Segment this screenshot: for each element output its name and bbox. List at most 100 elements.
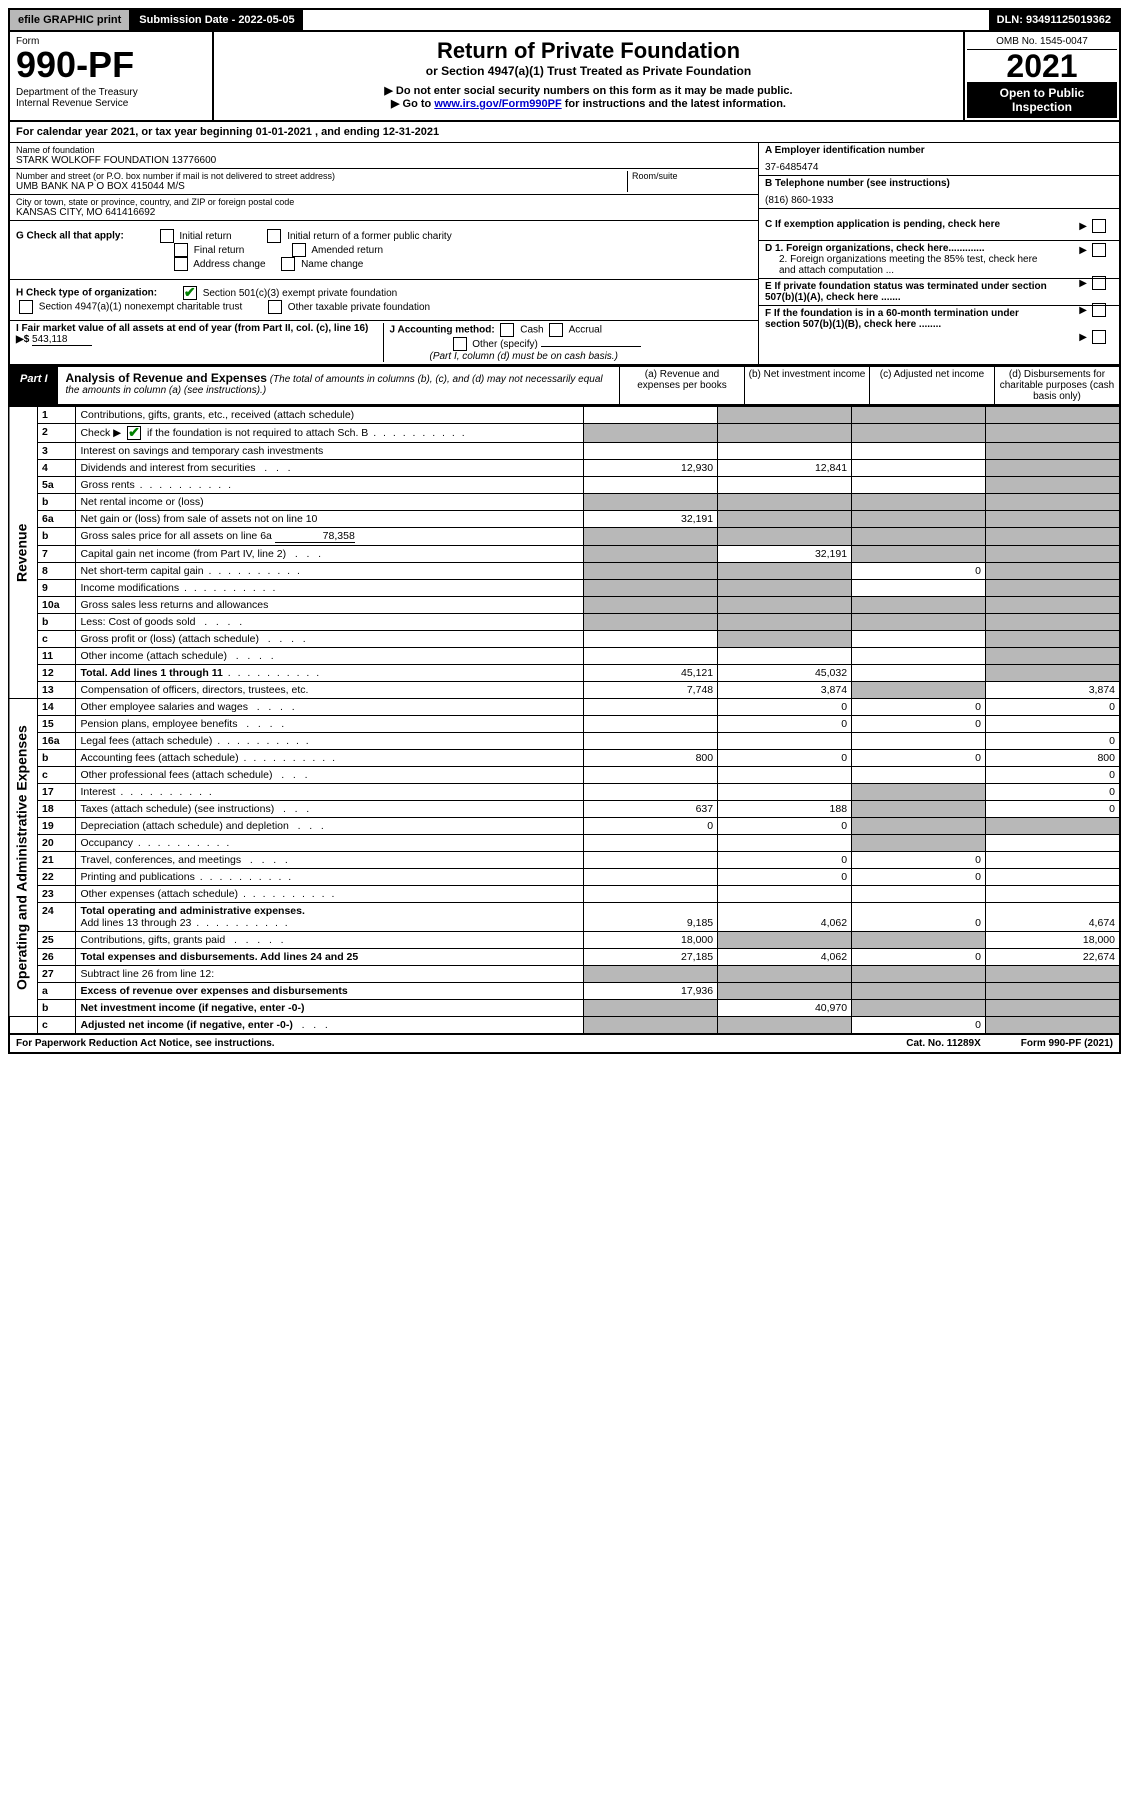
line18-desc: Taxes (attach schedule) (see instruction… [76,801,584,818]
line14-desc: Other employee salaries and wages . . . … [76,699,584,716]
part1-badge: Part I [10,367,58,404]
initial-return-label: Initial return [179,231,231,242]
final-return-checkbox[interactable] [174,243,188,257]
line17-desc: Interest [76,784,584,801]
line18-b: 188 [718,801,852,818]
line9-desc: Income modifications [76,580,584,597]
final-return-label: Final return [194,245,245,256]
address-change-checkbox[interactable] [174,257,188,271]
4947-checkbox[interactable] [19,300,33,314]
line27-desc: Subtract line 26 from line 12: [76,966,584,983]
line4-a: 12,930 [584,460,718,477]
other-taxable-checkbox[interactable] [268,300,282,314]
form-ref: Form 990-PF (2021) [1021,1038,1113,1049]
501c3-checkbox[interactable] [183,286,197,300]
address-change-label: Address change [193,259,265,270]
line4-desc: Dividends and interest from securities .… [76,460,584,477]
form-number: 990-PF [16,47,206,83]
line2-desc: Check ▶ if the foundation is not require… [76,424,584,443]
line16c-d: 0 [986,767,1121,784]
open-public-box: Open to Public Inspection [967,82,1117,118]
efile-badge[interactable]: efile GRAPHIC print [10,10,131,30]
line3-desc: Interest on savings and temporary cash i… [76,443,584,460]
goto-note: ▶ Go to www.irs.gov/Form990PF for instru… [220,97,957,110]
line16b-a: 800 [584,750,718,767]
line10c-desc: Gross profit or (loss) (attach schedule)… [76,631,584,648]
schb-checkbox[interactable] [127,426,141,440]
line19-desc: Depreciation (attach schedule) and deple… [76,818,584,835]
line8-desc: Net short-term capital gain [76,563,584,580]
line18-a: 637 [584,801,718,818]
60month-checkbox[interactable] [1092,330,1106,344]
line26-d: 22,674 [986,949,1121,966]
line15-b: 0 [718,716,852,733]
85pct-checkbox[interactable] [1092,276,1106,290]
ssn-note: ▶ Do not enter social security numbers o… [220,84,957,97]
line24-d: 4,674 [986,903,1121,932]
top-bar: efile GRAPHIC print Submission Date - 20… [8,8,1121,32]
line17-d: 0 [986,784,1121,801]
h-label: H Check type of organization: [16,288,157,299]
other-taxable-label: Other taxable private foundation [288,302,430,313]
exemption-pending-checkbox[interactable] [1092,219,1106,233]
initial-former-checkbox[interactable] [267,229,281,243]
part1-header: Part I Analysis of Revenue and Expenses … [8,366,1121,406]
d2-label: 2. Foreign organizations meeting the 85%… [779,254,1049,276]
line27c-c: 0 [852,1017,986,1035]
line24-b: 4,062 [718,903,852,932]
g-label: G Check all that apply: [16,231,124,242]
line18-d: 0 [986,801,1121,818]
line13-desc: Compensation of officers, directors, tru… [76,682,584,699]
line19-a: 0 [584,818,718,835]
line22-desc: Printing and publications [76,869,584,886]
d1-label: D 1. Foreign organizations, check here..… [765,243,985,254]
line27a-a: 17,936 [584,983,718,1000]
line13-b: 3,874 [718,682,852,699]
line16a-d: 0 [986,733,1121,750]
name-change-label: Name change [301,259,363,270]
other-method-checkbox[interactable] [453,337,467,351]
line27a-desc: Excess of revenue over expenses and disb… [76,983,584,1000]
amended-checkbox[interactable] [292,243,306,257]
line23-desc: Other expenses (attach schedule) [76,886,584,903]
fmv-value: 543,118 [32,334,92,346]
line13-d: 3,874 [986,682,1121,699]
line5a-desc: Gross rents [76,477,584,494]
expenses-vhead: Operating and Administrative Expenses [9,699,38,1017]
cash-checkbox[interactable] [500,323,514,337]
form-header: Form 990-PF Department of the Treasury I… [8,32,1121,122]
city-label: City or town, state or province, country… [16,197,752,207]
initial-return-checkbox[interactable] [160,229,174,243]
status-terminated-checkbox[interactable] [1092,303,1106,317]
line26-b: 4,062 [718,949,852,966]
ein-value: 37-6485474 [765,162,1113,173]
line22-b: 0 [718,869,852,886]
line15-c: 0 [852,716,986,733]
line22-c: 0 [852,869,986,886]
col-b-header: (b) Net investment income [744,367,869,404]
501c3-label: Section 501(c)(3) exempt private foundat… [203,288,398,299]
line16a-desc: Legal fees (attach schedule) [76,733,584,750]
line24-desc: Total operating and administrative expen… [76,903,584,932]
line10b-desc: Less: Cost of goods sold . . . . [76,614,584,631]
line16b-c: 0 [852,750,986,767]
line6b-desc: Gross sales price for all assets on line… [76,528,584,546]
name-change-checkbox[interactable] [281,257,295,271]
line24-c: 0 [852,903,986,932]
line24-a: 9,185 [584,903,718,932]
line21-c: 0 [852,852,986,869]
accrual-checkbox[interactable] [549,323,563,337]
irs-link[interactable]: www.irs.gov/Form990PF [434,98,561,110]
entity-info-grid: Name of foundation STARK WOLKOFF FOUNDAT… [8,143,1121,366]
name-label: Name of foundation [16,145,752,155]
foreign-org-checkbox[interactable] [1092,243,1106,257]
cash-label: Cash [520,325,543,336]
line16b-desc: Accounting fees (attach schedule) [76,750,584,767]
amended-label: Amended return [311,245,383,256]
col-a-header: (a) Revenue and expenses per books [619,367,744,404]
line15-desc: Pension plans, employee benefits . . . . [76,716,584,733]
line26-c: 0 [852,949,986,966]
line20-desc: Occupancy [76,835,584,852]
revenue-vhead: Revenue [9,407,38,699]
phone-value: (816) 860-1933 [765,195,1113,206]
